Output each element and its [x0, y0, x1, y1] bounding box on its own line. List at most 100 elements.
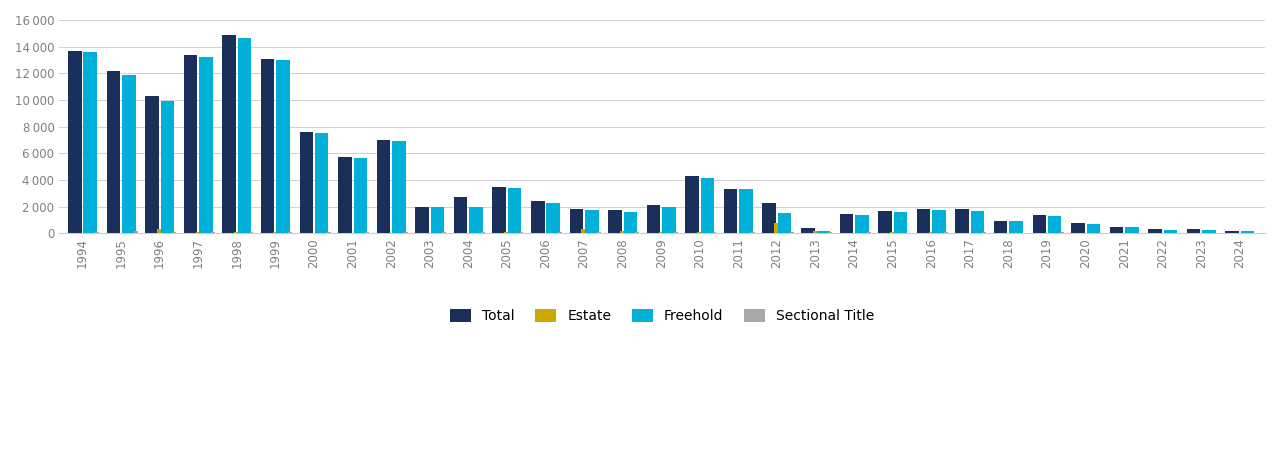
Bar: [813, 231, 817, 233]
Bar: [300, 132, 314, 233]
Bar: [713, 232, 717, 233]
Bar: [508, 188, 521, 233]
Bar: [276, 60, 289, 233]
Bar: [157, 228, 161, 233]
Bar: [392, 141, 406, 233]
Bar: [817, 231, 829, 233]
Bar: [261, 59, 274, 233]
Bar: [1202, 230, 1216, 233]
Bar: [443, 232, 447, 233]
Bar: [740, 189, 753, 233]
Bar: [376, 140, 390, 233]
Bar: [1033, 215, 1046, 233]
Bar: [1225, 231, 1239, 233]
Bar: [878, 211, 892, 233]
Bar: [698, 232, 701, 233]
Bar: [134, 231, 138, 233]
Bar: [184, 55, 197, 233]
Bar: [1048, 216, 1061, 233]
Bar: [778, 213, 791, 233]
Bar: [68, 51, 82, 233]
Bar: [481, 232, 485, 233]
Bar: [145, 96, 159, 233]
Bar: [658, 232, 662, 233]
Bar: [928, 232, 932, 233]
Bar: [1010, 221, 1023, 233]
Bar: [620, 231, 623, 233]
Bar: [273, 232, 276, 233]
Bar: [558, 232, 562, 233]
Bar: [932, 210, 946, 233]
Bar: [531, 201, 544, 233]
Bar: [493, 187, 506, 233]
Bar: [801, 228, 814, 233]
Bar: [774, 222, 778, 233]
Bar: [1087, 224, 1100, 233]
Bar: [1071, 223, 1084, 233]
Bar: [662, 207, 676, 233]
Bar: [585, 210, 599, 233]
Bar: [211, 232, 215, 233]
Bar: [315, 133, 329, 233]
Bar: [365, 232, 369, 233]
Bar: [353, 158, 367, 233]
Bar: [596, 232, 600, 233]
Bar: [945, 232, 948, 233]
Bar: [415, 207, 429, 233]
Bar: [570, 209, 584, 233]
Bar: [288, 232, 292, 233]
Bar: [646, 205, 660, 233]
Bar: [623, 212, 637, 233]
Bar: [893, 212, 908, 233]
Bar: [685, 176, 699, 233]
Bar: [223, 35, 236, 233]
Bar: [196, 232, 200, 233]
Bar: [1148, 229, 1162, 233]
Bar: [430, 207, 444, 233]
Bar: [173, 232, 177, 233]
Bar: [955, 209, 969, 233]
Bar: [635, 232, 639, 233]
Bar: [83, 52, 97, 233]
Bar: [700, 178, 714, 233]
Bar: [867, 232, 870, 233]
Bar: [250, 232, 253, 233]
Bar: [238, 38, 251, 233]
Bar: [234, 232, 238, 233]
Bar: [95, 232, 99, 233]
Bar: [454, 197, 467, 233]
Bar: [470, 207, 483, 233]
Bar: [1164, 230, 1178, 233]
Bar: [675, 232, 678, 233]
Bar: [504, 232, 508, 233]
Bar: [520, 232, 524, 233]
Bar: [1110, 227, 1124, 233]
Bar: [840, 214, 854, 233]
Bar: [160, 101, 174, 233]
Bar: [890, 232, 893, 233]
Bar: [916, 208, 931, 233]
Bar: [547, 202, 559, 233]
Bar: [970, 211, 984, 233]
Bar: [790, 232, 794, 233]
Bar: [200, 57, 212, 233]
Bar: [1060, 232, 1064, 233]
Bar: [995, 221, 1007, 233]
Bar: [1240, 231, 1254, 233]
Bar: [855, 215, 869, 233]
Bar: [326, 232, 330, 233]
Bar: [404, 232, 408, 233]
Bar: [338, 157, 352, 233]
Bar: [763, 202, 776, 233]
Bar: [122, 75, 136, 233]
Bar: [724, 189, 737, 233]
Bar: [608, 210, 622, 233]
Bar: [581, 229, 585, 233]
Bar: [1125, 228, 1139, 233]
Bar: [828, 232, 832, 233]
Bar: [1187, 229, 1201, 233]
Legend: Total, Estate, Freehold, Sectional Title: Total, Estate, Freehold, Sectional Title: [444, 303, 881, 329]
Bar: [983, 232, 987, 233]
Bar: [751, 232, 755, 233]
Bar: [106, 71, 120, 233]
